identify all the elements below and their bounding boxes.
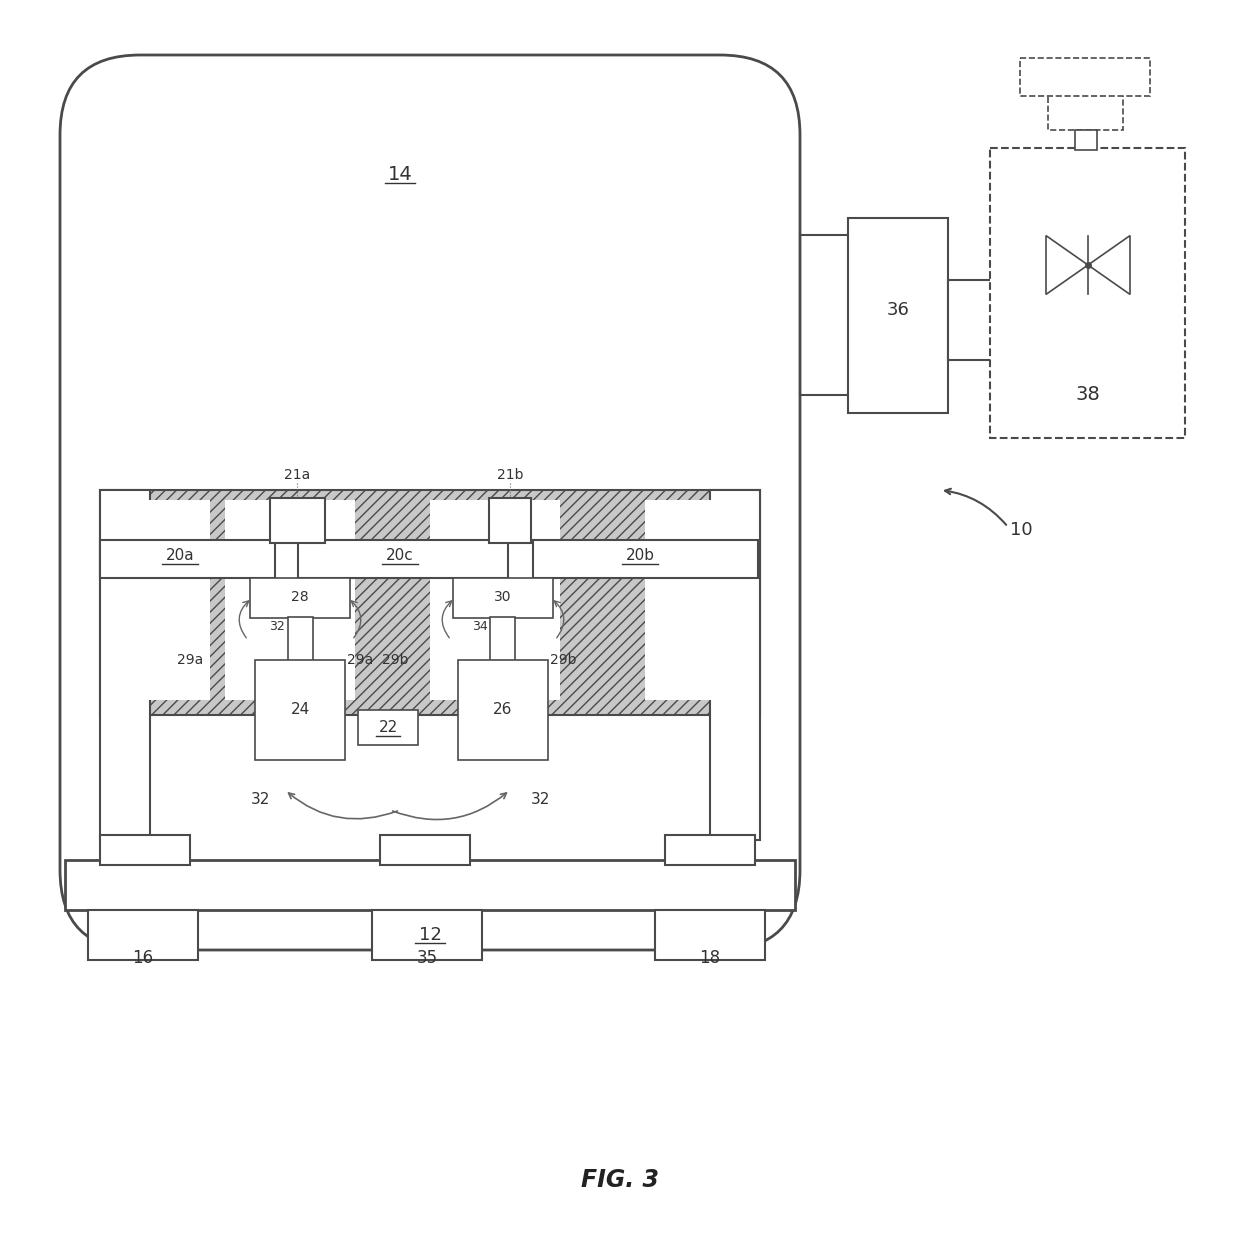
- Text: 14: 14: [388, 166, 413, 184]
- Bar: [949, 280, 993, 360]
- Text: 32: 32: [531, 793, 549, 808]
- Text: FIG. 3: FIG. 3: [582, 1168, 658, 1192]
- Bar: [100, 541, 275, 578]
- Text: 16: 16: [133, 949, 154, 967]
- Text: 21b: 21b: [497, 468, 523, 482]
- Bar: [430, 500, 560, 700]
- Text: 35: 35: [417, 949, 438, 967]
- Text: 12: 12: [419, 927, 441, 944]
- Bar: [655, 910, 765, 960]
- Text: 28: 28: [291, 590, 309, 604]
- Text: 20b: 20b: [625, 548, 655, 564]
- Bar: [270, 499, 325, 543]
- Text: 29a: 29a: [177, 653, 203, 667]
- Bar: [110, 500, 210, 700]
- Bar: [990, 148, 1185, 438]
- FancyBboxPatch shape: [60, 54, 800, 950]
- Bar: [358, 710, 418, 745]
- Text: 18: 18: [699, 949, 720, 967]
- Bar: [224, 500, 355, 700]
- Text: 30: 30: [495, 590, 512, 604]
- Text: 38: 38: [1075, 386, 1100, 404]
- Text: 20a: 20a: [166, 548, 195, 564]
- Bar: [848, 218, 949, 413]
- Bar: [453, 578, 553, 618]
- Bar: [490, 617, 515, 662]
- Bar: [288, 617, 312, 662]
- Bar: [533, 541, 758, 578]
- Bar: [100, 490, 760, 715]
- Bar: [1021, 58, 1149, 96]
- Bar: [372, 910, 482, 960]
- Text: 10: 10: [1011, 521, 1033, 539]
- Text: 32: 32: [250, 793, 269, 808]
- Bar: [298, 541, 508, 578]
- Bar: [665, 835, 755, 865]
- Bar: [379, 835, 470, 865]
- Bar: [711, 490, 760, 840]
- Text: 22: 22: [378, 720, 398, 735]
- Text: 29b: 29b: [382, 653, 408, 667]
- Text: 26: 26: [494, 703, 512, 717]
- Text: 24: 24: [290, 703, 310, 717]
- Bar: [458, 661, 548, 760]
- Bar: [489, 499, 531, 543]
- Bar: [100, 835, 190, 865]
- Text: 36: 36: [887, 301, 909, 319]
- Text: 29b: 29b: [549, 653, 577, 667]
- Bar: [88, 910, 198, 960]
- Bar: [255, 661, 345, 760]
- Bar: [1075, 130, 1097, 150]
- Text: 20c: 20c: [386, 548, 414, 564]
- Text: 34: 34: [472, 621, 487, 633]
- Bar: [250, 578, 350, 618]
- Text: 21a: 21a: [284, 468, 310, 482]
- Text: 29a: 29a: [347, 653, 373, 667]
- Text: 32: 32: [269, 621, 285, 633]
- Bar: [100, 490, 150, 840]
- Bar: [645, 500, 750, 700]
- Bar: [1048, 95, 1123, 130]
- Bar: [64, 860, 795, 910]
